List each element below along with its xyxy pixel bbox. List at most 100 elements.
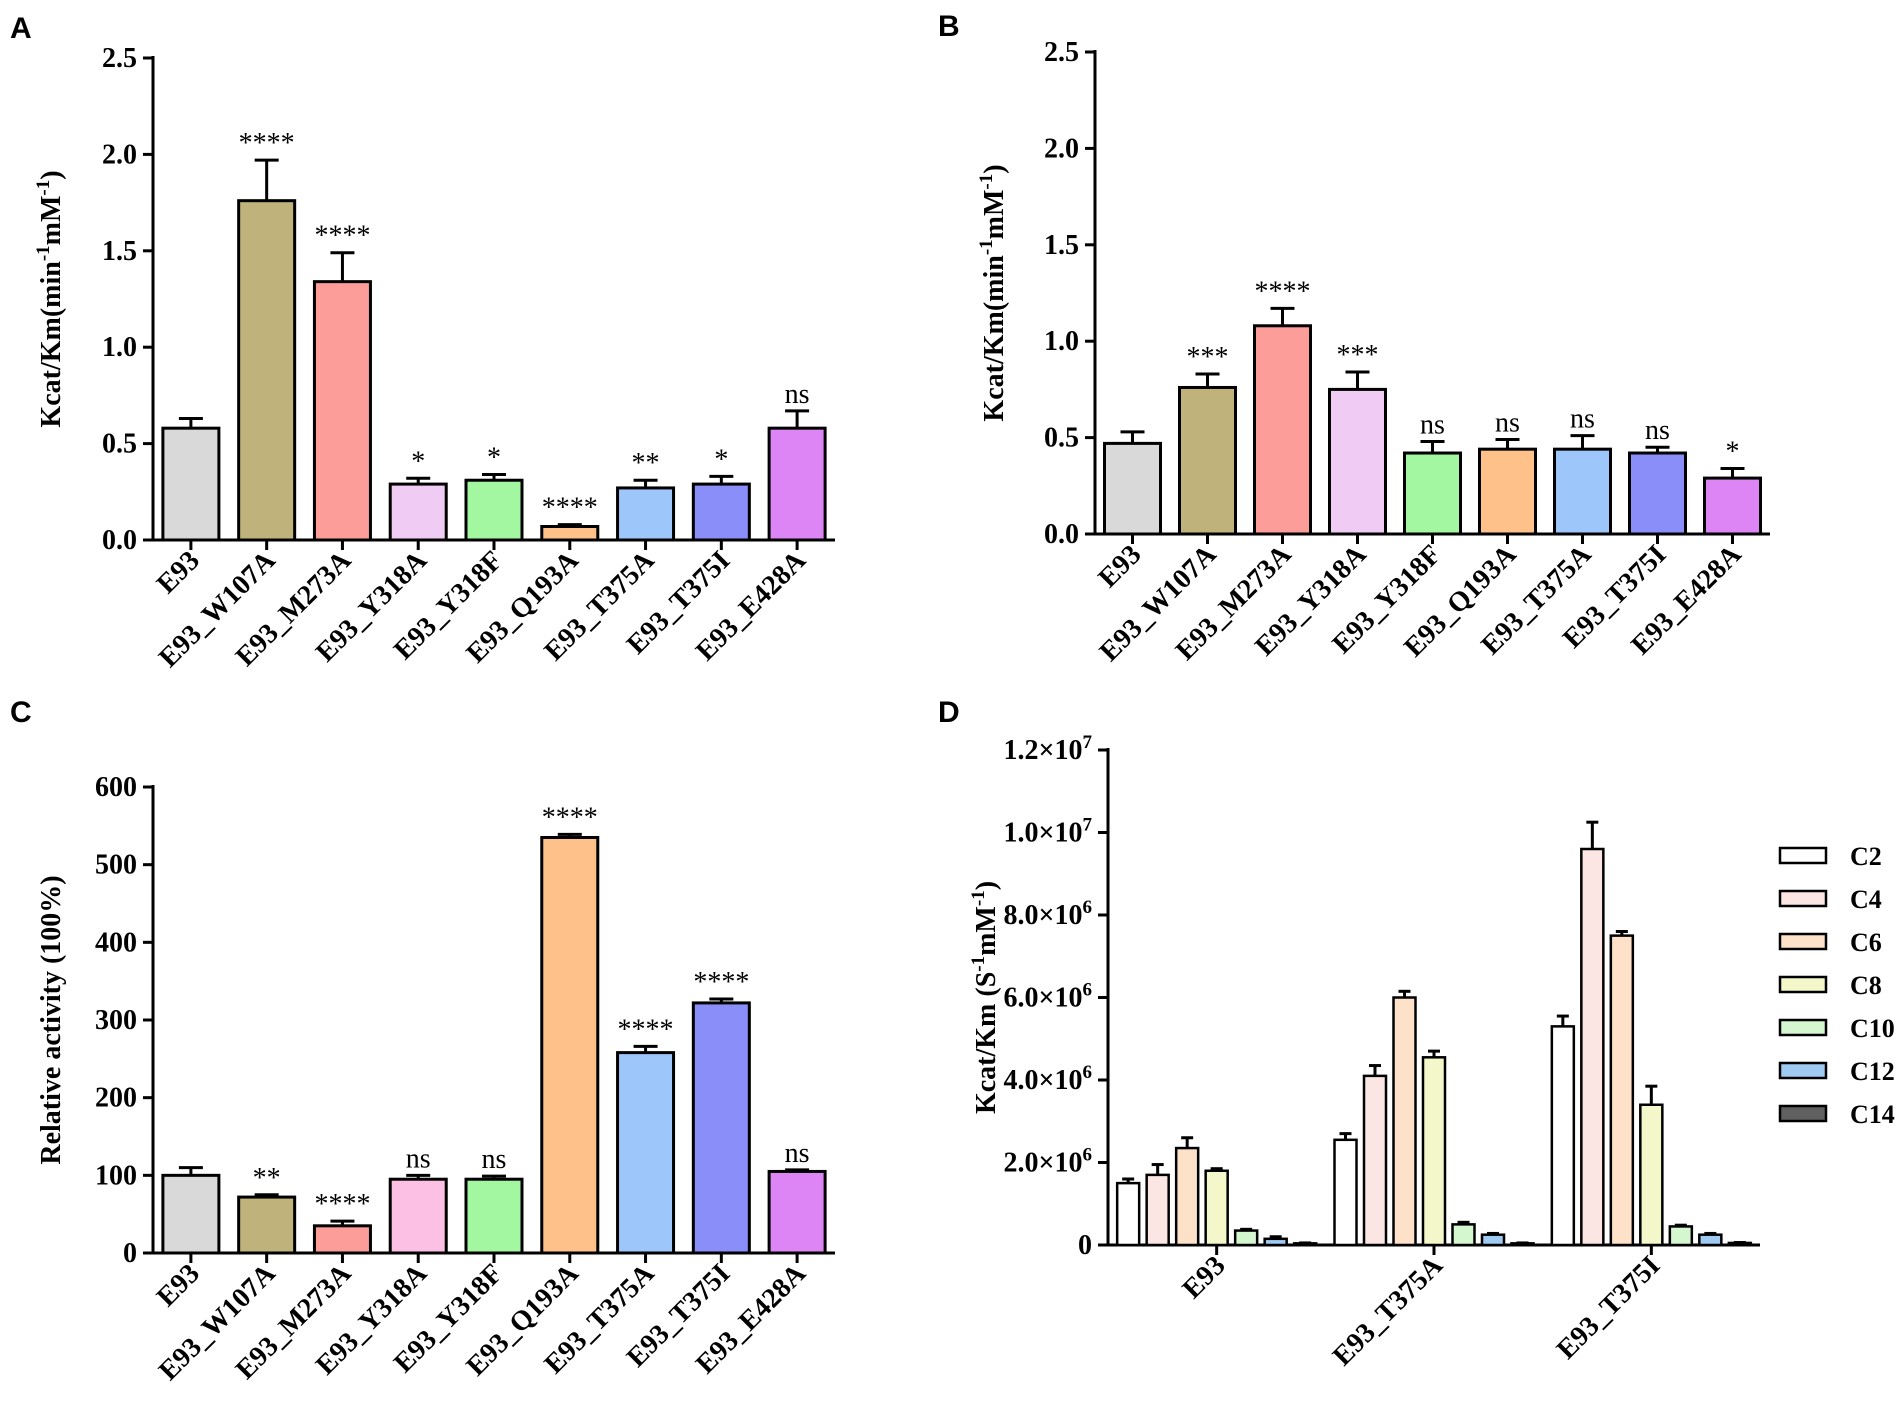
significance-label: ns	[785, 1138, 810, 1169]
y-tick-label: 1.0	[1044, 326, 1079, 357]
legend-swatch-c10	[1778, 1018, 1828, 1037]
legend-swatch-c12	[1778, 1061, 1828, 1080]
significance-label: ns	[1495, 408, 1520, 439]
y-tick-label: 0.5	[1044, 423, 1079, 454]
y-tick-label: 2.0	[1044, 133, 1079, 164]
bar-c14-e93-t375i	[1727, 1241, 1753, 1247]
bar-c2-e93-t375a	[1333, 1138, 1358, 1247]
bar-e93-e428a	[767, 1169, 827, 1255]
bar-c6-e93	[1174, 1146, 1200, 1247]
significance-label: ns	[785, 379, 810, 410]
legend-label-c4: C4	[1850, 885, 1882, 914]
y-tick-label: 1.2×107	[1004, 732, 1093, 766]
legend-swatch-c6	[1778, 932, 1828, 951]
bar-e93-w107a	[237, 199, 297, 542]
bar-e93-y318a	[1328, 387, 1387, 536]
y-axis-title: Relative activity (100%)	[36, 875, 67, 1164]
bar-c10-e93	[1233, 1229, 1259, 1247]
y-tick-label: 2.0×106	[1004, 1145, 1092, 1179]
x-tick-label: E93	[151, 545, 206, 600]
bar-e93-q193a	[540, 835, 600, 1255]
significance-label: ****	[239, 128, 295, 159]
significance-label: ns	[1570, 404, 1595, 435]
significance-label: ****	[1255, 276, 1311, 307]
x-tick-label: E93	[151, 1258, 206, 1313]
bar-c8-e93-t375i	[1639, 1103, 1664, 1247]
x-tick-label: E93_T375A	[1327, 1249, 1450, 1372]
bar-e93-w107a	[1178, 385, 1237, 536]
bar-e93	[1103, 441, 1162, 536]
significance-label: *	[411, 446, 425, 477]
y-tick-label: 0	[123, 1238, 137, 1269]
bar-c6-e93-t375a	[1392, 996, 1417, 1247]
y-tick-label: 400	[95, 927, 137, 958]
bar-c12-e93-t375a	[1480, 1233, 1506, 1247]
panel-a-chart: 0.00.51.01.52.02.5Kcat/Km(min-1mM-1)E93E…	[33, 43, 835, 674]
panel-letter-b: B	[938, 10, 960, 43]
panel-letter-c: C	[10, 696, 32, 729]
y-tick-label: 2.0	[102, 139, 137, 170]
bar-c2-e93	[1115, 1181, 1141, 1247]
significance-label: *	[714, 444, 728, 475]
significance-label: ns	[1645, 415, 1670, 446]
y-axis-title: Kcat/Km(min-1mM-1)	[976, 164, 1010, 421]
legend-label-c2: C2	[1850, 842, 1882, 871]
y-tick-label: 2.5	[1044, 37, 1079, 68]
significance-label: *	[1726, 436, 1740, 467]
legend-label-c10: C10	[1850, 1014, 1895, 1043]
bar-c8-e93-t375a	[1421, 1056, 1447, 1247]
bar-e93-m273a	[1253, 324, 1312, 536]
x-tick-label: E93	[1093, 539, 1148, 594]
bar-e93-t375a	[1553, 447, 1612, 536]
x-tick-label: E93	[1177, 1250, 1232, 1305]
y-tick-label: 4.0×106	[1004, 1062, 1092, 1096]
bar-e93-t375a	[616, 1051, 676, 1255]
bar-e93-w107a	[237, 1195, 297, 1255]
significance-label: ***	[1187, 342, 1229, 373]
panel-d-chart: 0 2.0×106 4.0×106 6.0×106 8.0×106 1.0×107 1.2×…	[968, 732, 1895, 1372]
significance-label: ****	[542, 493, 598, 524]
significance-label: ns	[1420, 409, 1445, 440]
legend-label-c6: C6	[1850, 928, 1882, 957]
bar-e93	[161, 426, 221, 542]
bar-c10-e93-t375a	[1451, 1223, 1476, 1247]
bar-e93-y318a	[388, 482, 448, 542]
y-tick-label: 1.0	[102, 332, 137, 363]
significance-label: ****	[693, 967, 749, 998]
legend-swatch-c2	[1778, 846, 1828, 865]
significance-label: *	[487, 442, 501, 473]
bar-c12-e93	[1263, 1237, 1288, 1247]
significance-label: ns	[406, 1143, 431, 1174]
bar-e93-t375i	[691, 482, 751, 542]
bar-c8-e93	[1204, 1169, 1229, 1247]
panel-c-chart: 0 100 200 300 400 500 600 Relative activity (10…	[36, 772, 835, 1387]
significance-label: ***	[1337, 340, 1379, 371]
bar-e93-t375a	[616, 486, 676, 542]
bar-c6-e93-t375i	[1609, 934, 1635, 1247]
y-tick-label: 0.0	[102, 525, 137, 556]
legend: C2 C4 C6 C8 C10 C12 C14	[1778, 842, 1895, 1129]
y-tick-label: 0.0	[1044, 519, 1079, 550]
y-axis-title: Kcat/Km(min-1mM-1)	[33, 170, 67, 427]
bar-c14-e93-t375a	[1510, 1242, 1535, 1247]
bar-e93	[161, 1173, 221, 1255]
panel-letter-a: A	[10, 12, 32, 45]
bar-c4-e93-t375i	[1580, 847, 1605, 1247]
bar-e93-y318f	[464, 478, 524, 542]
legend-label-c12: C12	[1850, 1057, 1895, 1086]
bar-e93-e428a	[1703, 476, 1762, 536]
significance-label: ****	[542, 802, 598, 833]
significance-label: ****	[618, 1014, 674, 1045]
y-tick-label: 500	[95, 850, 137, 881]
bar-c14-e93	[1292, 1242, 1318, 1247]
legend-swatch-c8	[1778, 975, 1828, 994]
bar-e93-m273a	[312, 280, 372, 542]
y-axis-title: Kcat/Km (S-1mM-1)	[968, 881, 1002, 1114]
legend-swatch-c4	[1778, 889, 1828, 908]
legend-swatch-c14	[1778, 1104, 1828, 1123]
panel-letter-d: D	[938, 696, 960, 729]
significance-label: ****	[314, 1189, 370, 1220]
legend-label-c8: C8	[1850, 971, 1882, 1000]
panel-b-chart: 0.00.51.01.52.02.5Kcat/Km(min-1mM-1)E93E…	[976, 37, 1770, 668]
